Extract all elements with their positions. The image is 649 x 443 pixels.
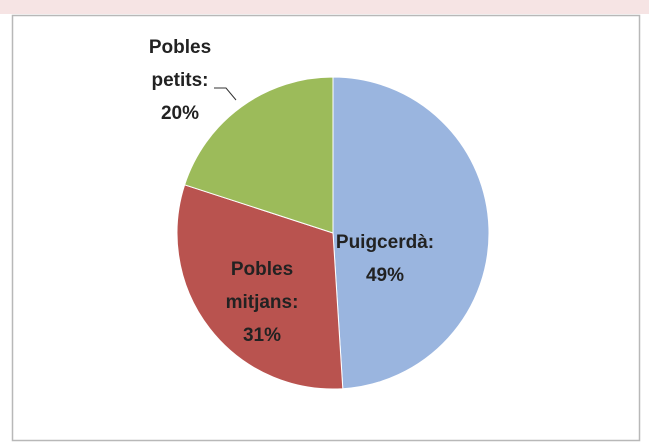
slice-value-label: 49% <box>366 265 404 286</box>
slice-value-label: 31% <box>243 325 281 346</box>
leader-line <box>214 87 237 101</box>
slice-value-label: 20% <box>161 103 199 124</box>
top-band <box>0 0 649 14</box>
pie-slice <box>332 76 490 390</box>
slice-label: Pobles mitjans: <box>226 259 299 313</box>
pie-slice <box>184 76 334 234</box>
pie-slice <box>176 184 344 390</box>
slice-label: Puigcerdà: <box>336 232 434 253</box>
slice-label: Pobles petits: <box>149 37 211 91</box>
